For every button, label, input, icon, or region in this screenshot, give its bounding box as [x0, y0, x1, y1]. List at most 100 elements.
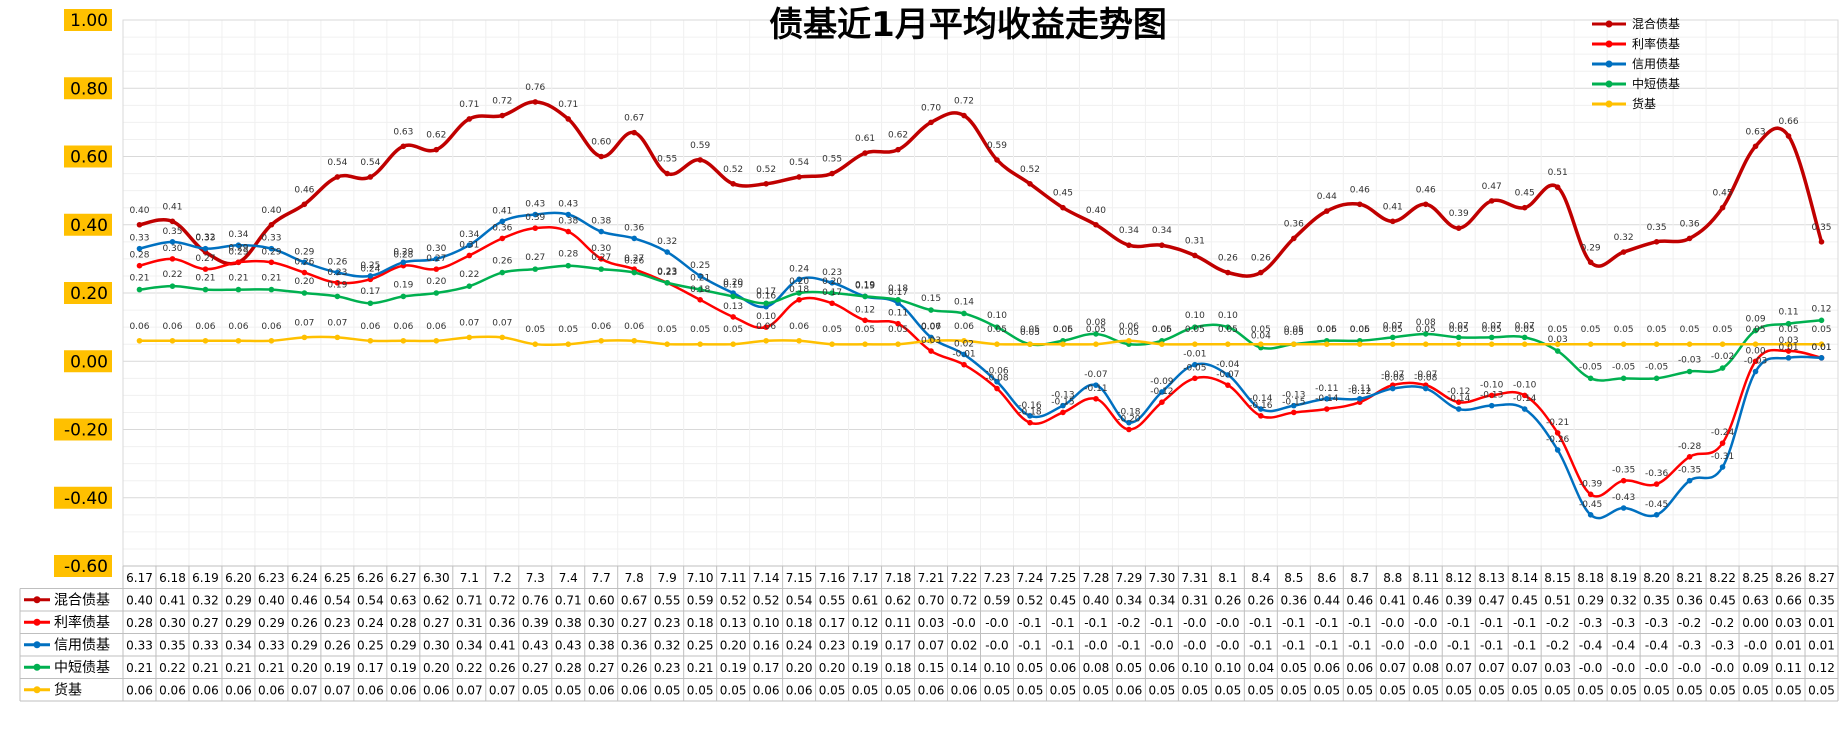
table-cell: 0.60: [588, 594, 615, 608]
data-label: 0.32: [195, 233, 215, 243]
series-4-point: [928, 337, 934, 344]
series-4-point: [202, 337, 209, 344]
data-label: 0.54: [789, 158, 809, 168]
series-4-point: [796, 337, 802, 344]
data-label: 0.06: [426, 322, 446, 332]
legend-label: 混合债基: [1632, 16, 1680, 31]
data-label: 0.41: [492, 206, 512, 216]
series-1-point: [466, 252, 473, 259]
table-cell: 0.19: [852, 661, 879, 675]
y-tick-label: 0.00: [70, 352, 108, 372]
y-tick-highlight: [64, 282, 112, 304]
series-0-point: [1356, 201, 1363, 208]
series-1-point: [301, 269, 308, 276]
series-4-point: [1126, 337, 1132, 344]
table-cell: 0.41: [1379, 594, 1406, 608]
series-0-point: [1818, 239, 1825, 245]
series-4-point: [1060, 341, 1066, 347]
table-cell: 0.07: [918, 639, 945, 653]
table-cell: 0.05: [1577, 684, 1604, 698]
table-legend-marker: [33, 686, 41, 694]
table-row-header: 信用债基: [54, 637, 110, 654]
data-label: 0.33: [261, 234, 281, 244]
table-cell: 0.40: [126, 594, 153, 608]
data-label: 0.05: [1317, 325, 1337, 335]
data-label: 0.39: [1449, 209, 1469, 219]
x-tick-label: 6.17: [126, 571, 153, 585]
data-label: 0.06: [954, 322, 974, 332]
series-2-point: [565, 211, 572, 218]
series-4-point: [367, 337, 374, 344]
series-3-point: [268, 286, 275, 293]
data-label: 0.16: [756, 292, 776, 302]
table-cell: 0.29: [258, 616, 285, 630]
series-1-point: [928, 348, 934, 354]
x-tick-label: 6.26: [357, 571, 384, 585]
y-tick-label: -0.40: [64, 489, 108, 509]
table-cell: 0.06: [225, 684, 252, 698]
series-0-point: [136, 221, 143, 228]
data-label: -0.35: [1612, 466, 1635, 476]
table-cell: 0.10: [753, 616, 780, 630]
data-label: 0.06: [1350, 325, 1370, 335]
table-cell: 0.07: [1445, 661, 1472, 675]
data-label: -0.14: [1513, 394, 1537, 404]
table-cell: 0.17: [357, 661, 384, 675]
series-2-point: [598, 228, 605, 235]
series-0-point: [466, 116, 473, 122]
table-cell: 0.01: [1808, 639, 1835, 653]
data-label: 0.62: [426, 131, 446, 141]
data-label: 0.52: [756, 165, 776, 175]
table-cell: -0.0: [952, 616, 975, 630]
series-2-point: [202, 245, 209, 252]
table-cell: -0.0: [1150, 639, 1173, 653]
table-cell: 0.05: [984, 684, 1011, 698]
table-cell: 0.51: [1544, 594, 1571, 608]
series-1-point: [169, 256, 176, 262]
data-label: 0.10: [1218, 311, 1238, 321]
table-cell: 0.01: [1808, 616, 1835, 630]
table-cell: 0.12: [1808, 661, 1835, 675]
data-label: 0.17: [888, 288, 908, 298]
data-label: 0.21: [261, 274, 281, 284]
table-cell: -0.0: [1744, 639, 1767, 653]
data-label: 0.05: [987, 325, 1007, 335]
series-3-point: [136, 286, 143, 293]
data-label: -0.09: [1150, 377, 1174, 387]
series-3-point: [367, 300, 374, 307]
series-3-point: [796, 290, 802, 296]
data-label: 0.35: [162, 227, 182, 237]
table-cell: 0.18: [885, 661, 912, 675]
data-label: 0.28: [393, 251, 413, 261]
series-4-point: [631, 337, 638, 344]
table-cell: 0.30: [588, 616, 615, 630]
table-cell: -0.2: [1546, 616, 1569, 630]
series-2-point: [1291, 402, 1297, 409]
table-cell: -0.3: [1645, 616, 1668, 630]
data-label: -0.10: [1513, 380, 1537, 390]
table-cell: -0.1: [1480, 639, 1503, 653]
data-label: 0.08: [1416, 318, 1436, 328]
series-0-point: [1752, 143, 1759, 150]
table-cell: -0.1: [1348, 616, 1371, 630]
table-cell: 0.45: [1709, 594, 1736, 608]
table-cell: 0.20: [291, 661, 318, 675]
data-label: 0.47: [1482, 182, 1502, 192]
series-2-point: [235, 242, 242, 249]
data-label: -0.02: [1711, 352, 1734, 362]
table-cell: 0.25: [357, 639, 384, 653]
series-1-point: [1093, 395, 1099, 402]
data-label: 0.00: [1746, 346, 1766, 356]
data-label: 0.55: [657, 155, 677, 165]
table-cell: 0.38: [555, 616, 582, 630]
table-cell: 0.63: [390, 594, 417, 608]
series-2-point: [1785, 355, 1792, 361]
series-1-point: [1126, 426, 1132, 433]
x-tick-label: 7.14: [753, 571, 780, 585]
series-3-point: [763, 300, 769, 307]
table-cell: 0.04: [1247, 661, 1274, 675]
table-cell: 0.29: [225, 616, 252, 630]
data-label: 0.26: [327, 258, 347, 268]
data-label: 0.06: [360, 322, 380, 332]
table-cell: -0.1: [1315, 616, 1338, 630]
